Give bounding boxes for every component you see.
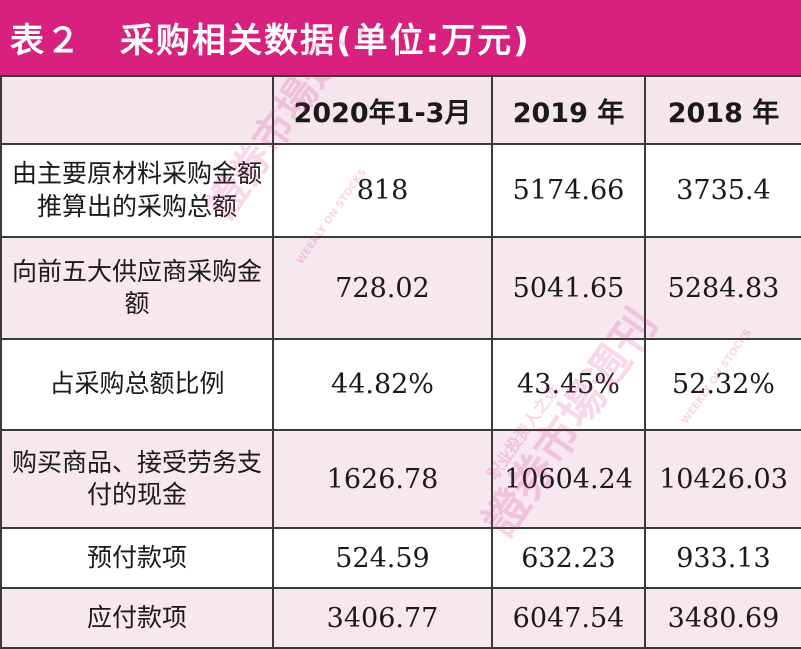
procurement-data-table: 2020年1-3月 2019 年 2018 年 由主要原材料采购金额推算出的采购… [0, 75, 801, 649]
table-row: 向前五大供应商采购金额 728.02 5041.65 5284.83 [0, 236, 801, 340]
table-title-bar: 表２ 采购相关数据(单位:万元) [0, 0, 801, 75]
row-label: 购买商品、接受劳务支付的现金 [0, 429, 274, 529]
table-cell: 632.23 [491, 527, 646, 589]
table-cell: 728.02 [272, 236, 493, 340]
header-cell: 2020年1-3月 [272, 75, 493, 145]
table-cell: 10426.03 [644, 429, 801, 529]
table-row: 由主要原材料采购金额推算出的采购总额 818 5174.66 3735.4 [0, 143, 801, 238]
table-cell: 3406.77 [272, 587, 493, 649]
table-cell: 933.13 [644, 527, 801, 589]
header-row: 2020年1-3月 2019 年 2018 年 [0, 75, 801, 145]
table-cell: 10604.24 [491, 429, 646, 529]
table-row: 应付款项 3406.77 6047.54 3480.69 [0, 587, 801, 649]
header-cell [0, 75, 274, 145]
table-cell: 3480.69 [644, 587, 801, 649]
header-cell: 2019 年 [491, 75, 646, 145]
row-label: 预付款项 [0, 527, 274, 589]
table-cell: 5284.83 [644, 236, 801, 340]
table-cell: 3735.4 [644, 143, 801, 238]
table-cell: 44.82% [272, 338, 493, 431]
table-row: 预付款项 524.59 632.23 933.13 [0, 527, 801, 589]
header-cell: 2018 年 [644, 75, 801, 145]
table-cell: 43.45% [491, 338, 646, 431]
row-label: 向前五大供应商采购金额 [0, 236, 274, 340]
table-row: 购买商品、接受劳务支付的现金 1626.78 10604.24 10426.03 [0, 429, 801, 529]
table-cell: 52.32% [644, 338, 801, 431]
table-cell: 524.59 [272, 527, 493, 589]
table-cell: 5041.65 [491, 236, 646, 340]
table-number: 表２ [10, 21, 82, 61]
table-cell: 1626.78 [272, 429, 493, 529]
table-title: 采购相关数据(单位:万元) [120, 21, 531, 61]
table-cell: 5174.66 [491, 143, 646, 238]
row-label: 占采购总额比例 [0, 338, 274, 431]
table-row: 占采购总额比例 44.82% 43.45% 52.32% [0, 338, 801, 431]
table-cell: 818 [272, 143, 493, 238]
row-label: 应付款项 [0, 587, 274, 649]
table-cell: 6047.54 [491, 587, 646, 649]
row-label: 由主要原材料采购金额推算出的采购总额 [0, 143, 274, 238]
